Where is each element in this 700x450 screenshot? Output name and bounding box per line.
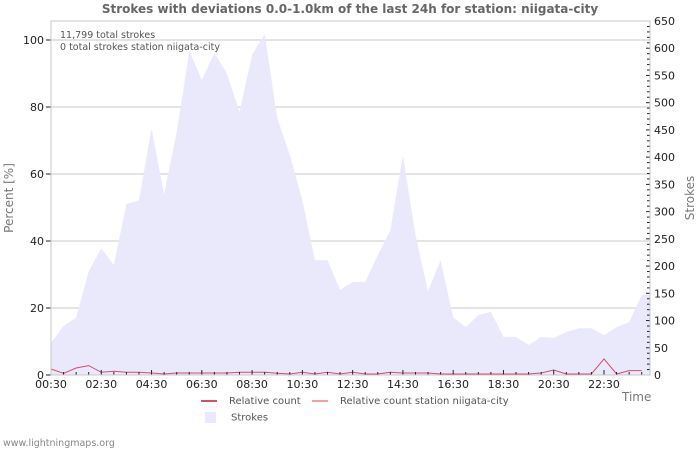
relative-count-line <box>50 358 642 375</box>
x-tick-label: 16:30 <box>437 378 469 391</box>
right-tick-label: 0 <box>654 369 661 382</box>
left-tick-label: 0 <box>37 369 44 382</box>
x-tick-label: 12:30 <box>337 378 369 391</box>
x-tick-label: 22:30 <box>588 378 620 391</box>
legend-strokes: Strokes <box>203 412 268 424</box>
legend-relative-count-station: Relative count station niigata-city <box>312 396 509 407</box>
right-tick-label: 250 <box>654 233 675 246</box>
right-tick-label: 550 <box>654 69 675 82</box>
chart-title: Strokes with deviations 0.0-1.0km of the… <box>101 2 599 16</box>
right-tick-label: 50 <box>654 342 668 355</box>
right-tick-label: 350 <box>654 178 675 191</box>
x-tick-label: 18:30 <box>488 378 520 391</box>
left-tick-label: 80 <box>30 101 44 114</box>
x-tick-label: 04:30 <box>136 378 168 391</box>
x-tick-label: 06:30 <box>186 378 218 391</box>
left-tick-label: 40 <box>30 235 44 248</box>
right-tick-label: 150 <box>654 287 675 300</box>
right-axis-labels: 0 50 100 150 200 250 300 350 400 450 500 550 600 650 <box>654 15 675 382</box>
plot-frame <box>50 20 651 376</box>
right-axis-title: Strokes <box>683 176 697 221</box>
total-strokes-info: 11,799 total strokes <box>60 30 155 41</box>
left-axis-title: Percent [%] <box>2 163 16 233</box>
x-tick-label: 10:30 <box>287 378 319 391</box>
right-tick-label: 650 <box>654 15 675 28</box>
x-axis-title: Time <box>622 390 652 404</box>
right-tick-label: 450 <box>654 124 675 137</box>
legend-line-icon <box>201 400 217 402</box>
x-tick-label: 20:30 <box>538 378 570 391</box>
x-axis-labels: 00:30 02:30 04:30 06:30 08:30 10:30 12:30 14:30… <box>35 378 620 391</box>
right-tick-label: 500 <box>654 97 675 110</box>
station-strokes-info: 0 total strokes station niigata-city <box>60 42 220 53</box>
footer-credit: www.lightningmaps.org <box>3 438 115 449</box>
legend-line-icon <box>312 400 328 402</box>
legend-box-icon <box>205 412 216 423</box>
right-tick-label: 600 <box>654 42 675 55</box>
left-tick-label: 100 <box>23 34 44 47</box>
right-tick-label: 400 <box>654 151 675 164</box>
legend-relative-count: Relative count <box>201 396 301 407</box>
left-tick-label: 20 <box>30 302 44 315</box>
x-tick-label: 08:30 <box>236 378 268 391</box>
right-tick-label: 200 <box>654 260 675 273</box>
right-tick-label: 100 <box>654 315 675 328</box>
left-tick-label: 60 <box>30 168 44 181</box>
x-tick-label: 14:30 <box>387 378 419 391</box>
x-tick-label: 02:30 <box>85 378 117 391</box>
right-tick-label: 300 <box>654 206 675 219</box>
x-tick-label: 00:30 <box>35 378 67 391</box>
strokes-area <box>51 34 650 375</box>
left-axis-labels: 0 20 40 60 80 100 <box>23 34 44 382</box>
